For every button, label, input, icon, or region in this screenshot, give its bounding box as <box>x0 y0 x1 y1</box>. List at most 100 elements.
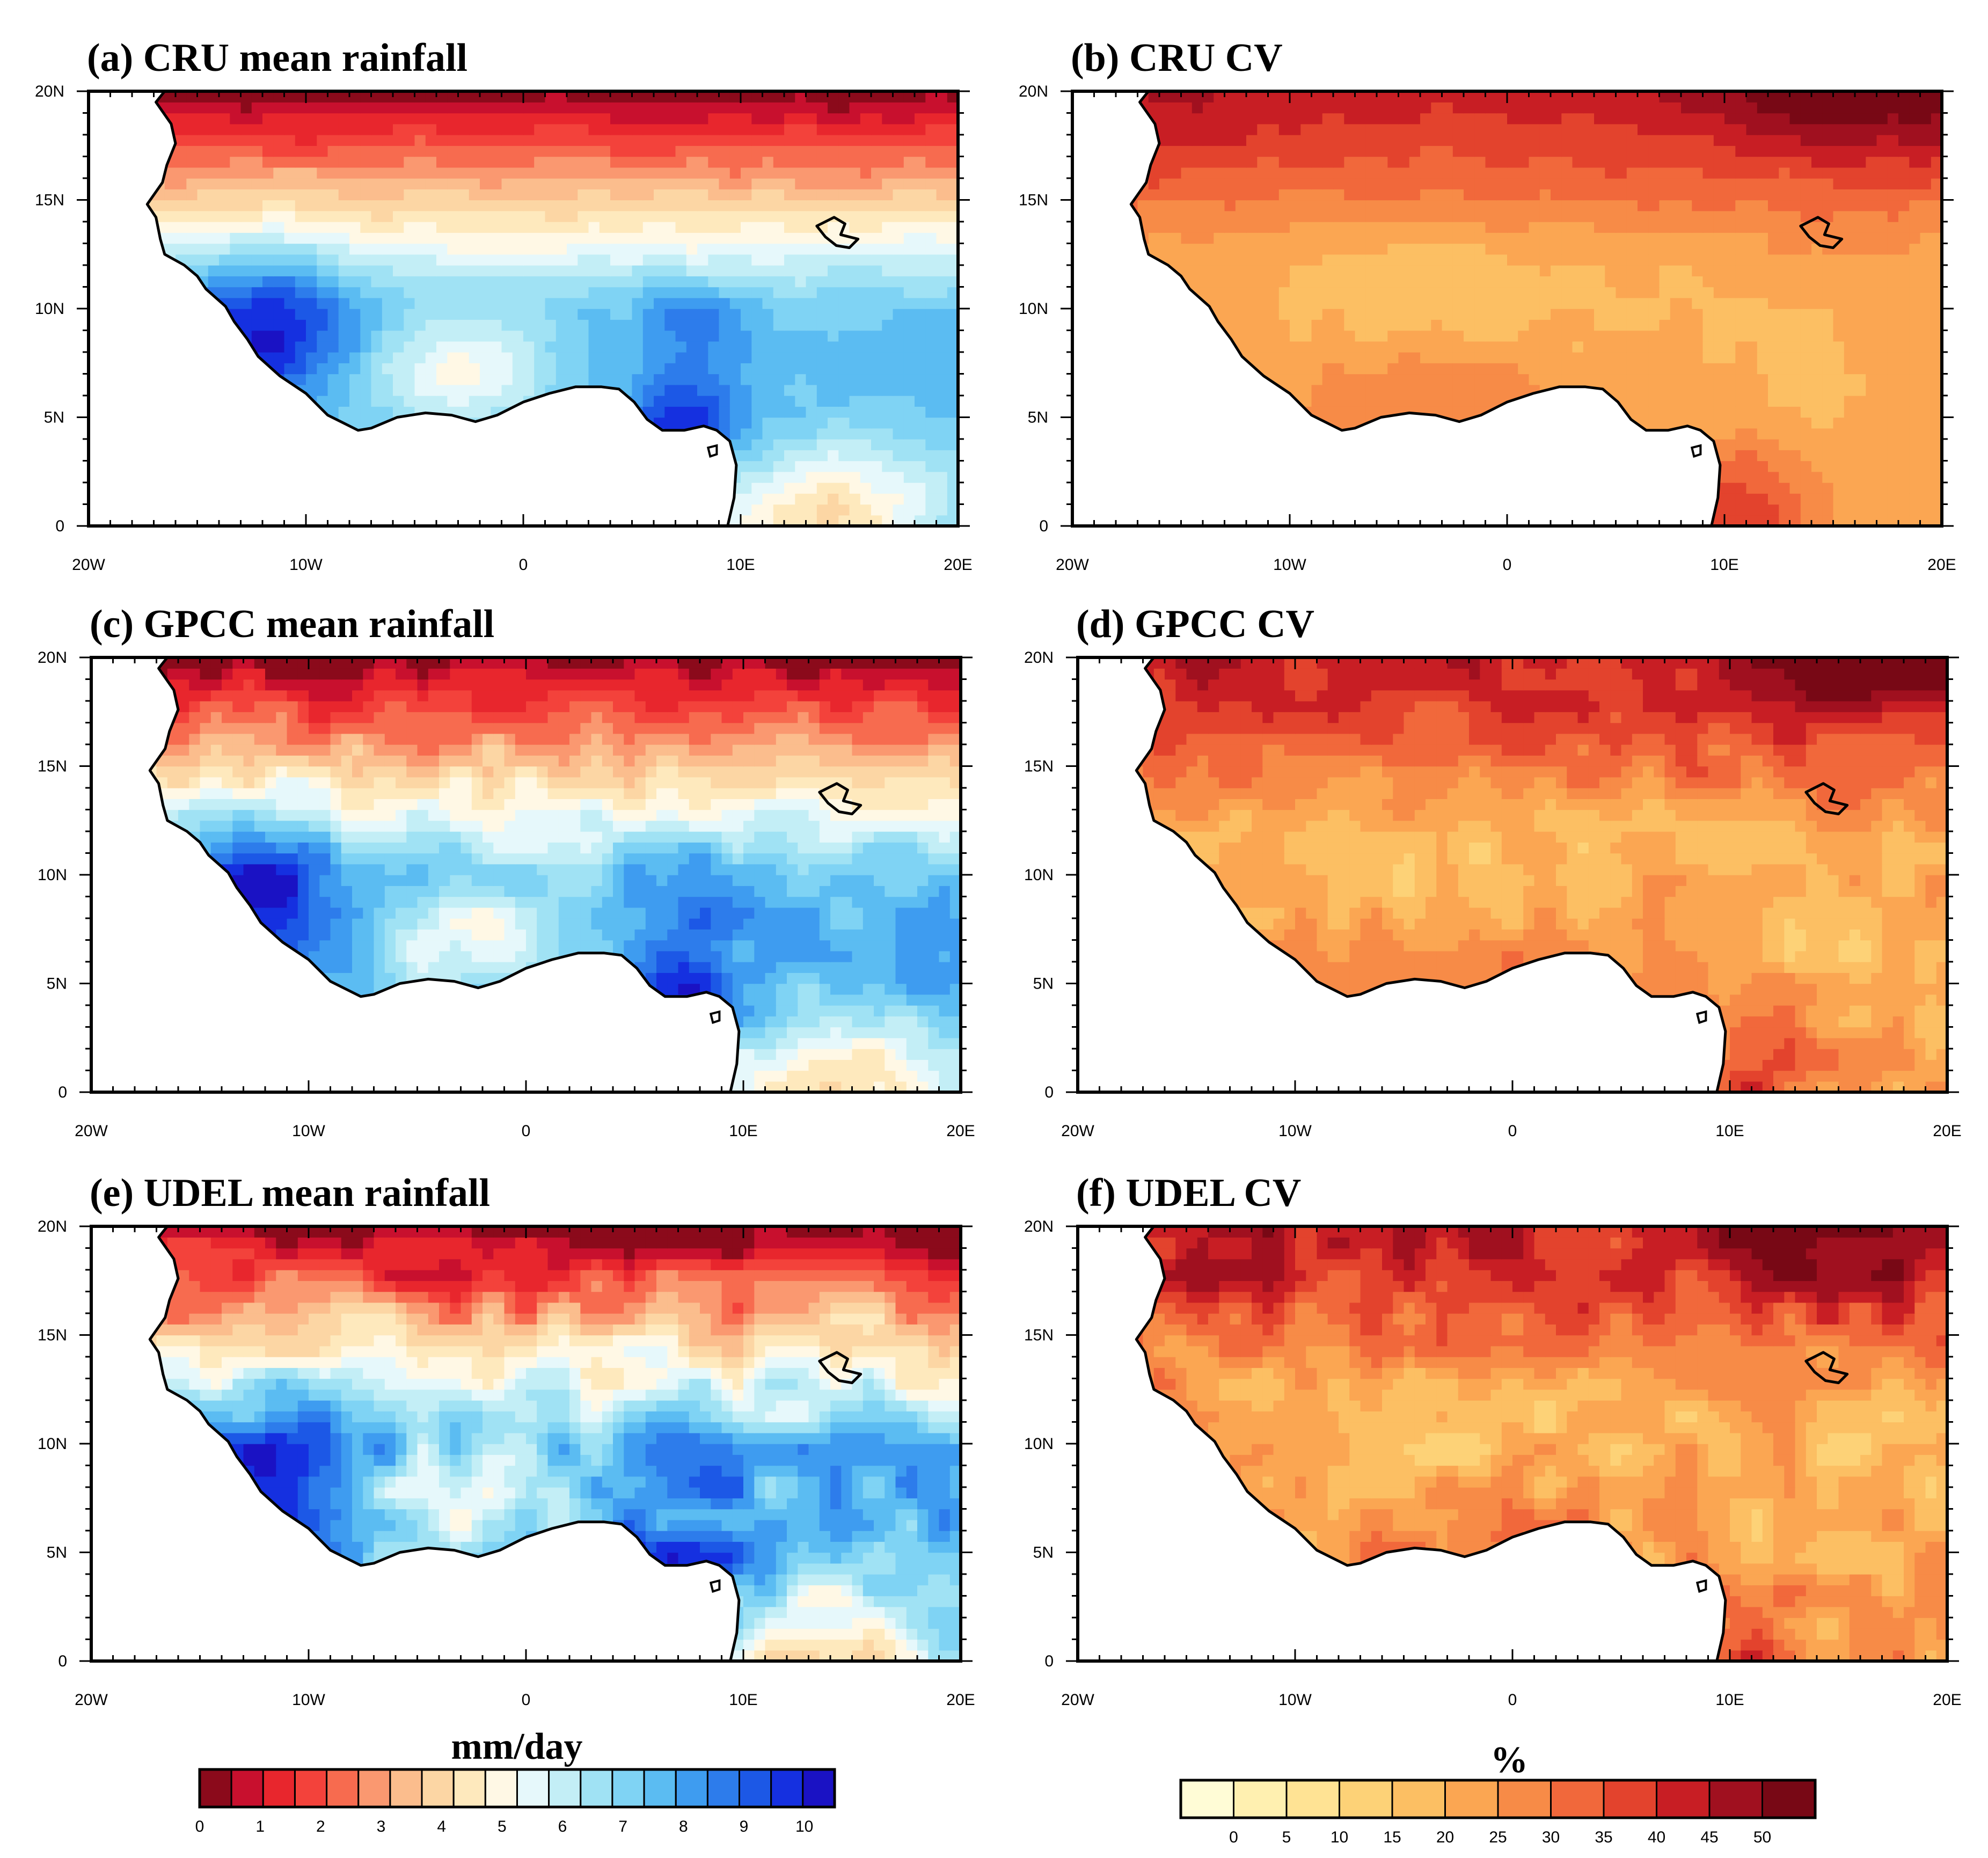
field-cell <box>1485 297 1497 309</box>
field-cell <box>523 178 535 189</box>
field-cell <box>882 515 894 526</box>
field-cell <box>1420 374 1431 385</box>
field-cell <box>545 309 557 320</box>
field-cell <box>197 243 209 255</box>
field-cell <box>371 265 383 276</box>
field-cell <box>697 297 708 309</box>
field-cell <box>284 123 296 135</box>
field-cell <box>708 167 720 179</box>
field-cell <box>436 156 448 168</box>
field-cell <box>632 135 644 146</box>
field-cell <box>925 156 937 168</box>
field-cell <box>219 145 230 157</box>
field-cell <box>1887 417 1899 429</box>
field-cell <box>936 352 948 363</box>
field-cell <box>719 384 730 396</box>
field-cell <box>1746 363 1758 375</box>
field-cell <box>338 200 350 211</box>
field-cell <box>1844 450 1855 462</box>
field-cell <box>1822 460 1834 472</box>
field-cell <box>1594 309 1605 320</box>
field-cell <box>893 309 904 320</box>
field-cell <box>610 352 622 363</box>
field-cell <box>784 471 795 483</box>
field-cell <box>284 287 296 298</box>
field-cell <box>425 167 437 179</box>
field-cell <box>1464 352 1475 363</box>
field-cell <box>469 276 480 288</box>
field-cell <box>729 276 741 288</box>
field-cell <box>1420 319 1431 331</box>
field-cell <box>414 276 426 288</box>
field-cell <box>1290 363 1301 375</box>
field-cell <box>262 265 274 276</box>
field-cell <box>262 232 274 244</box>
field-cell <box>719 232 730 244</box>
field-cell <box>915 189 926 201</box>
field-cell <box>1844 460 1855 472</box>
field-cell <box>915 363 926 375</box>
field-cell <box>1822 352 1834 363</box>
field-cell <box>414 232 426 244</box>
field-cell <box>773 243 785 255</box>
field-cell <box>501 309 513 320</box>
field-cell <box>882 504 894 516</box>
field-cell <box>795 210 807 222</box>
field-cell <box>1768 406 1779 418</box>
field-cell <box>773 123 785 135</box>
field-cell <box>1246 341 1258 353</box>
field-cell <box>534 156 546 168</box>
field-cell <box>393 265 404 276</box>
field-cell <box>578 189 589 201</box>
field-cell <box>1779 363 1790 375</box>
field-cell <box>436 341 448 353</box>
field-cell <box>1833 374 1845 385</box>
field-cell <box>915 493 926 505</box>
field-cell <box>784 243 795 255</box>
field-cell <box>915 102 926 114</box>
field-cell <box>295 113 306 125</box>
field-cell <box>762 287 774 298</box>
field-cell <box>1844 439 1855 450</box>
field-cell <box>784 482 795 494</box>
field-cell <box>1268 363 1280 375</box>
field-cell <box>1551 352 1562 363</box>
field-cell <box>414 123 426 135</box>
field-cell <box>534 363 546 375</box>
field-cell <box>567 200 578 211</box>
field-cell <box>751 287 763 298</box>
field-cell <box>784 135 795 146</box>
field-cell <box>1474 396 1486 407</box>
field-cell <box>523 341 535 353</box>
field-cell <box>1333 396 1344 407</box>
field-cell <box>1409 352 1421 363</box>
field-cell <box>1648 330 1660 342</box>
field-cell <box>1833 450 1845 462</box>
field-cell <box>795 396 807 407</box>
field-cell <box>295 341 306 353</box>
field-cell <box>860 178 872 189</box>
field-cell <box>295 167 306 179</box>
field-cell <box>327 243 339 255</box>
field-cell <box>1844 341 1855 353</box>
field-cell <box>599 319 611 331</box>
field-cell <box>567 232 578 244</box>
field-cell <box>284 167 296 179</box>
field-cell <box>697 178 708 189</box>
field-cell <box>491 200 502 211</box>
field-cell <box>447 363 459 375</box>
field-cell <box>1855 352 1866 363</box>
field-cell <box>1768 493 1779 505</box>
field-cell <box>632 384 644 396</box>
field-cell <box>578 297 589 309</box>
field-cell <box>838 254 850 266</box>
field-cell <box>306 243 317 255</box>
field-cell <box>664 309 676 320</box>
field-cell <box>393 222 404 233</box>
y-tick-label: 0 <box>55 517 64 535</box>
field-cell <box>1844 515 1855 526</box>
field-cell <box>838 341 850 353</box>
field-cell <box>1409 363 1421 375</box>
field-cell <box>893 113 904 125</box>
field-cell <box>828 123 839 135</box>
